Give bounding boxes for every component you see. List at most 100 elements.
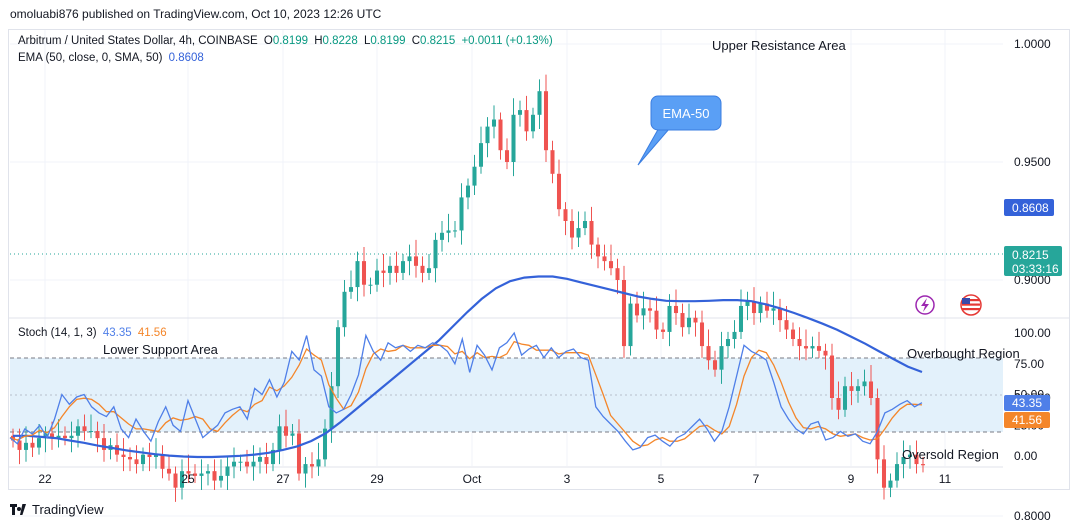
candle-body [881,459,887,488]
candle-body [309,464,315,467]
candle [803,329,809,361]
candle [829,343,835,410]
candle-body [205,471,211,474]
candle-body [335,327,341,387]
candle-body [569,221,575,238]
candle [725,331,731,358]
stoch-k-label: 43.35 [1012,396,1042,410]
price-tick-label: 0.9000 [1014,273,1051,287]
candle-body [400,261,406,273]
stoch-k-tag [1004,395,1050,411]
candle [121,438,126,472]
last-price-tag [1004,246,1062,276]
candle-body [537,91,542,115]
overbought-annotation: Overbought Region [907,346,1020,361]
candle-body [504,150,510,162]
candle [433,232,438,283]
candle-body [238,461,243,463]
candle-body [413,256,419,266]
last-price-label: 0.8215 [1012,248,1049,262]
candle [842,376,848,417]
price-tick-label: 0.8000 [1014,509,1051,523]
candle [381,254,386,288]
time-tick-label: 5 [658,472,665,486]
candle-body [699,322,705,347]
candle [192,464,198,483]
candle [257,447,263,474]
candle [270,442,276,472]
candle [914,440,919,474]
candle-body [407,256,412,262]
candle [329,372,334,443]
candle-body [426,268,432,273]
candle-body [641,308,646,316]
tradingview-brand[interactable]: TradingView [10,502,104,517]
candle [888,473,893,498]
candle [342,280,347,337]
candle [244,449,250,474]
candle [667,294,672,347]
candle-body [348,287,354,292]
chart-frame [8,29,1070,490]
candle [732,320,737,349]
candle [283,409,289,448]
candle [550,140,555,184]
candle [465,178,471,210]
candle-body [667,305,672,332]
time-tick-label: 9 [848,472,855,486]
candle [361,246,367,297]
candle-body [303,464,308,474]
candle-body [270,449,276,465]
candle-body [810,346,815,349]
candle-body [153,454,159,457]
candle [439,221,445,252]
candle-body [524,110,529,132]
candle [517,100,523,127]
candle-body [823,350,828,356]
time-tick-label: Oct [463,472,482,486]
candle-body [491,119,497,127]
candle [894,452,900,488]
candle-body [166,468,172,474]
candle [836,381,841,420]
candle [654,296,659,339]
candle [56,419,61,448]
candle [303,457,308,488]
time-tick-label: 22 [38,472,52,486]
candle-body [121,454,126,457]
candle-body [862,381,867,387]
candle [589,206,594,259]
candle-body [719,346,724,370]
candle [218,459,224,488]
candle-body [660,329,666,332]
published-header: omoluabi876 published on TradingView.com… [10,7,382,21]
lightning-icon[interactable] [915,295,935,315]
candle-body [173,473,178,488]
candle-body [439,232,445,240]
candle [810,336,815,358]
candle-body [244,461,250,467]
candle [563,202,568,236]
candle-body [745,301,750,306]
candle [134,445,139,474]
candle [140,447,146,472]
candle [901,440,906,479]
candle-body [686,317,692,328]
ema-line [13,275,923,459]
candle [251,445,256,481]
candle [452,221,458,238]
candle-body [693,317,698,323]
support-annotation: Lower Support Area [103,342,219,357]
candle-body [738,305,744,332]
candle-body [595,244,601,257]
candle [862,369,867,396]
candle-body [316,459,321,467]
stoch-k-line [9,331,923,451]
candle-body [914,454,919,465]
candle-body [342,291,347,328]
us-flag-icon[interactable] [960,294,982,316]
candle [199,459,204,491]
candle [30,433,35,457]
candle [628,296,633,356]
